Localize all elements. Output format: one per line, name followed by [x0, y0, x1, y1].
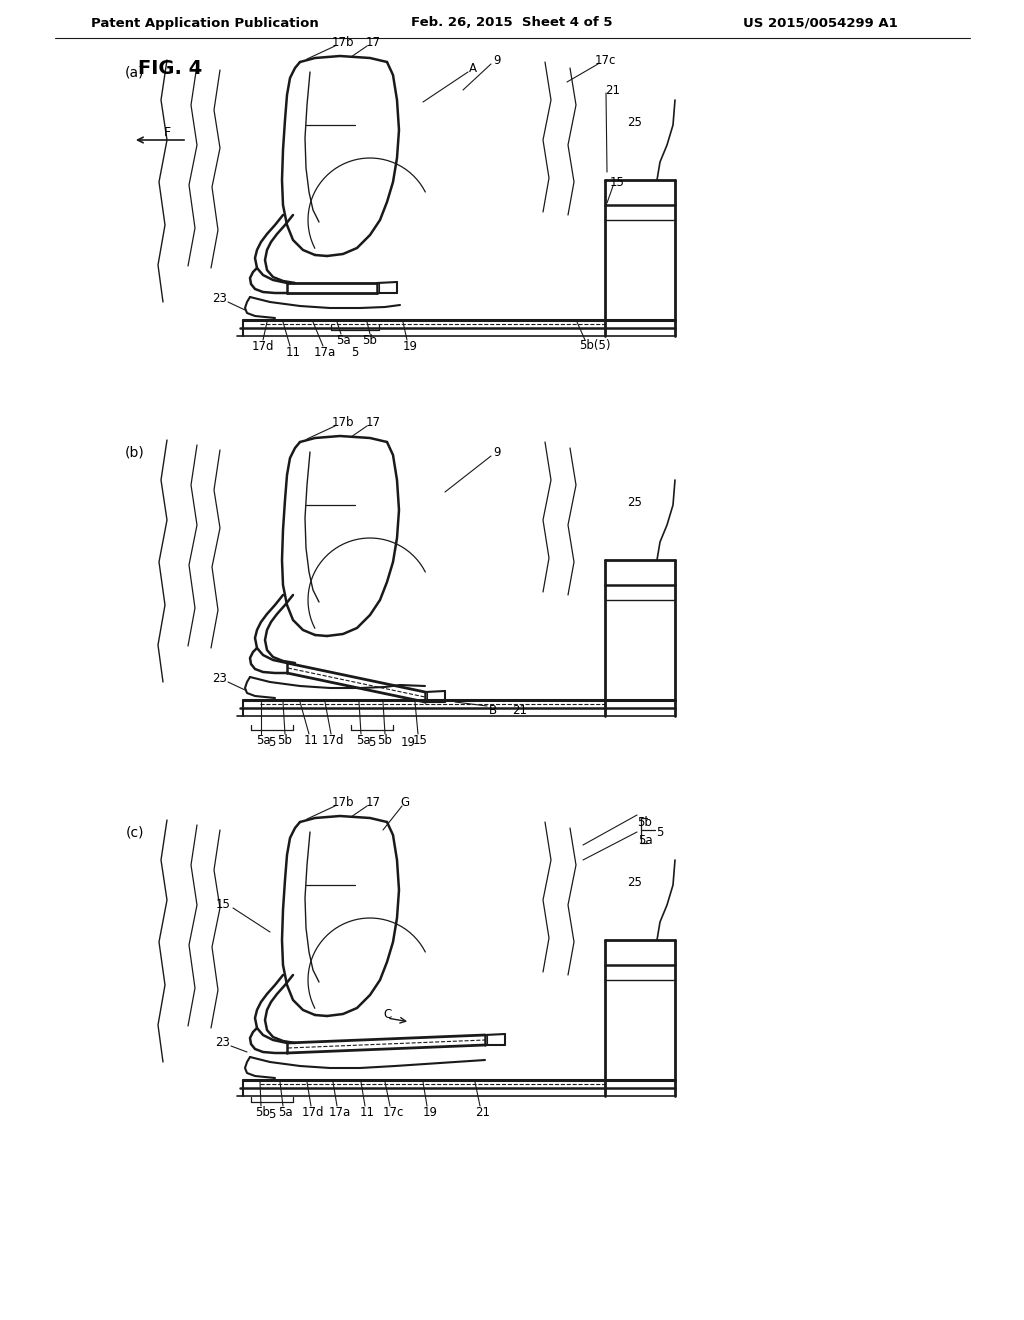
Text: 17b: 17b [332, 36, 354, 49]
Text: 21: 21 [605, 83, 621, 96]
Text: 25: 25 [628, 875, 642, 888]
Text: 9: 9 [494, 446, 501, 458]
Text: 15: 15 [413, 734, 427, 747]
Text: 5b: 5b [278, 734, 293, 747]
Text: 23: 23 [213, 672, 227, 685]
Text: 17c: 17c [594, 54, 615, 66]
Text: G: G [400, 796, 410, 808]
Text: 17b: 17b [332, 796, 354, 808]
Text: 15: 15 [609, 176, 625, 189]
Text: 19: 19 [423, 1106, 437, 1118]
Text: C: C [383, 1008, 391, 1022]
Text: 17b: 17b [332, 416, 354, 429]
Text: 5b: 5b [378, 734, 392, 747]
Text: 17: 17 [366, 416, 381, 429]
Text: US 2015/0054299 A1: US 2015/0054299 A1 [742, 16, 897, 29]
Text: 5: 5 [268, 1107, 275, 1121]
Text: (c): (c) [126, 825, 144, 840]
Text: Feb. 26, 2015  Sheet 4 of 5: Feb. 26, 2015 Sheet 4 of 5 [412, 16, 612, 29]
Text: 5: 5 [268, 735, 275, 748]
Text: 5b: 5b [362, 334, 378, 346]
Text: 5: 5 [656, 825, 664, 838]
Text: Patent Application Publication: Patent Application Publication [91, 16, 318, 29]
Text: 9: 9 [494, 54, 501, 66]
Text: 5a: 5a [256, 734, 270, 747]
Text: 17a: 17a [329, 1106, 351, 1118]
Text: 19: 19 [400, 735, 416, 748]
Text: 5: 5 [351, 346, 358, 359]
Text: 25: 25 [628, 116, 642, 128]
Text: B: B [488, 704, 497, 717]
Text: FIG. 4: FIG. 4 [138, 58, 202, 78]
Text: 5b: 5b [638, 816, 652, 829]
Text: 17d: 17d [302, 1106, 325, 1118]
Text: 5a: 5a [355, 734, 371, 747]
Text: 15: 15 [216, 899, 230, 912]
Text: 21: 21 [512, 704, 527, 717]
Text: 17d: 17d [252, 339, 274, 352]
Text: 5a: 5a [336, 334, 350, 346]
Text: F: F [164, 125, 171, 139]
Text: 25: 25 [628, 495, 642, 508]
Text: 17: 17 [366, 36, 381, 49]
Text: 5: 5 [369, 735, 376, 748]
Text: 5b(5): 5b(5) [580, 339, 610, 352]
Text: 11: 11 [359, 1106, 375, 1118]
Text: 17a: 17a [314, 346, 336, 359]
Text: (b): (b) [125, 445, 144, 459]
Text: 21: 21 [475, 1106, 490, 1118]
Text: 11: 11 [303, 734, 318, 747]
Text: 19: 19 [402, 339, 418, 352]
Text: 5a: 5a [638, 833, 652, 846]
Text: 23: 23 [213, 292, 227, 305]
Text: A: A [469, 62, 477, 74]
Text: 17: 17 [366, 796, 381, 808]
Text: 5b: 5b [256, 1106, 270, 1118]
Text: 17d: 17d [322, 734, 344, 747]
Text: 17c: 17c [382, 1106, 403, 1118]
Text: 5a: 5a [278, 1106, 292, 1118]
Text: 23: 23 [216, 1035, 230, 1048]
Text: 11: 11 [286, 346, 300, 359]
Text: (a): (a) [125, 65, 144, 79]
